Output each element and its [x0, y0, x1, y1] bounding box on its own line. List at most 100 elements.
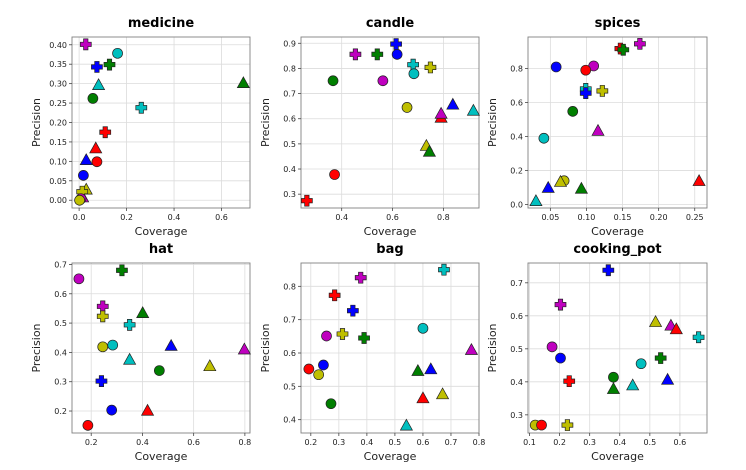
x-tick-label: 0.6	[417, 438, 430, 447]
y-tick-label: 0.10	[49, 157, 67, 166]
y-tick-label: 0.5	[54, 319, 67, 328]
x-tick-label: 0.2	[85, 438, 98, 447]
y-tick-label: 0.3	[283, 190, 296, 199]
y-axis-label: Precision	[486, 98, 499, 147]
point-yellow-plus	[96, 310, 109, 323]
y-tick-label: 0.5	[510, 345, 523, 354]
point-magenta-triangle	[434, 106, 448, 119]
point-blue-circle	[318, 359, 329, 371]
point-yellow-plus	[424, 61, 437, 74]
x-tick-label: 0.6	[187, 438, 200, 447]
point-yellow-circle	[74, 194, 85, 206]
subplot-title: candle	[366, 16, 414, 31]
point-green-circle	[608, 371, 619, 383]
point-magenta-plus	[79, 38, 92, 51]
point-magenta-circle	[546, 341, 558, 353]
point-green-plus	[103, 58, 116, 71]
point-green-circle	[153, 365, 165, 376]
x-tick-label: 0.25	[686, 213, 704, 222]
y-tick-label: 0.35	[49, 60, 67, 69]
x-tick-label: 0.15	[614, 213, 632, 222]
y-tick-label: 0.15	[49, 138, 67, 147]
y-tick-label: 0.3	[510, 411, 523, 420]
x-tick-label: 0.2	[553, 438, 566, 447]
x-tick-label: 0.6	[215, 213, 228, 222]
point-red-circle	[82, 420, 94, 431]
subplot-hat: 0.2 0.4 0.6 0.8 0.2 0.3 0.4 0.5 0.6 0.7 hat Coverag…	[30, 242, 251, 463]
subplot-title: bag	[376, 242, 403, 257]
x-tick-label: 0.0	[73, 213, 86, 222]
point-blue-triangle	[660, 372, 675, 385]
point-magenta-plus	[634, 37, 646, 50]
point-blue-circle	[391, 49, 403, 60]
subplot-title: hat	[149, 242, 173, 257]
y-tick-label: 0.4	[54, 348, 67, 357]
point-cyan-circle	[538, 132, 550, 144]
y-tick-label: 0.2	[510, 167, 523, 176]
axes-frame	[527, 262, 708, 434]
x-tick-label: 0.5	[643, 438, 656, 447]
y-tick-label: 0.30	[49, 80, 67, 89]
y-tick-label: 0.8	[283, 282, 296, 291]
point-red-plus	[563, 375, 576, 388]
y-tick-label: 0.4	[510, 378, 523, 387]
point-red-circle	[536, 419, 547, 431]
subplot-bag: 0.2 0.3 0.4 0.5 0.6 0.7 0.8 0.4 0.5 0.6 0.7 0.8 bag C…	[259, 242, 485, 463]
y-tick-label: 0.7	[54, 260, 67, 269]
y-tick-label: 0.0	[510, 201, 523, 210]
axes-frame	[71, 262, 251, 434]
point-magenta-plus	[354, 271, 367, 284]
x-tick-label: 0.4	[613, 438, 626, 447]
subplot-cooking-pot: 0.1 0.2 0.3 0.4 0.5 0.6 0.3 0.4 0.5 0.6 0.7 cooking…	[486, 242, 708, 463]
point-green-triangle	[136, 306, 150, 318]
y-tick-label: 0.6	[54, 290, 67, 299]
y-tick-label: 0.4	[510, 133, 523, 142]
subplot-medicine: 0.0 0.2 0.4 0.6 0.00 0.05 0.10 0.15 0.20 0.25 0.30…	[30, 16, 251, 238]
x-tick-label: 0.10	[578, 213, 596, 222]
x-tick-label: 0.4	[136, 438, 149, 447]
y-tick-label: 0.5	[283, 382, 296, 391]
point-yellow-plus	[336, 328, 349, 340]
y-tick-label: 0.6	[510, 312, 523, 321]
point-cyan-triangle	[626, 378, 640, 391]
point-red-plus	[99, 126, 112, 139]
y-axis-label: Precision	[486, 323, 499, 372]
point-red-triangle	[416, 391, 430, 404]
point-cyan-plus	[135, 101, 148, 114]
x-tick-label: 0.4	[168, 213, 181, 222]
point-yellow-triangle	[435, 387, 450, 400]
x-axis-label: Coverage	[591, 450, 644, 463]
y-tick-label: 0.4	[283, 416, 296, 425]
point-magenta-plus	[554, 298, 567, 311]
point-magenta-circle	[321, 330, 332, 342]
point-blue-circle	[555, 352, 566, 364]
y-axis-label: Precision	[30, 323, 43, 372]
point-green-triangle	[422, 144, 437, 157]
y-tick-label: 0.20	[49, 119, 67, 128]
point-red-plus	[328, 289, 341, 302]
point-blue-triangle	[424, 362, 438, 375]
x-tick-label: 0.2	[120, 213, 133, 222]
subplot-title: cooking_pot	[573, 242, 661, 257]
y-tick-label: 0.6	[510, 99, 523, 108]
point-red-triangle	[140, 403, 155, 416]
x-tick-label: 0.4	[335, 213, 348, 222]
point-green-plus	[371, 48, 384, 61]
y-axis-label: Precision	[30, 98, 43, 147]
y-tick-label: 0.9	[283, 39, 296, 48]
subplot-title: spices	[595, 16, 641, 31]
x-tick-label: 0.6	[674, 438, 687, 447]
point-blue-circle	[550, 61, 562, 73]
point-red-circle	[303, 363, 315, 375]
point-cyan-circle	[635, 358, 647, 370]
y-tick-label: 0.00	[49, 196, 67, 205]
point-cyan-triangle	[123, 352, 137, 365]
point-magenta-triangle	[237, 342, 251, 355]
point-magenta-plus	[349, 48, 362, 61]
point-cyan-triangle	[399, 418, 413, 431]
x-axis-label: Coverage	[591, 225, 644, 238]
point-green-plus	[654, 352, 667, 364]
point-green-triangle	[574, 181, 589, 194]
point-cyan-triangle	[466, 103, 481, 116]
y-tick-label: 0.2	[54, 407, 67, 416]
